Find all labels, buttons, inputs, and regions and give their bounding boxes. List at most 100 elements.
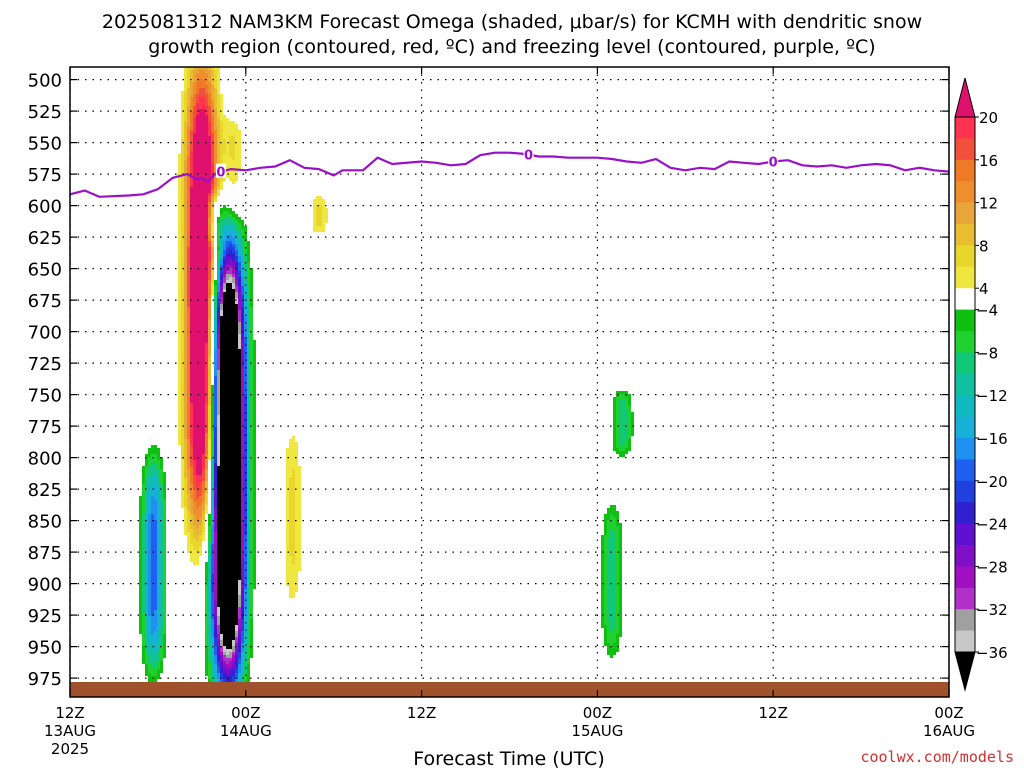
omega-cell	[214, 643, 217, 646]
omega-cell	[214, 589, 217, 592]
omega-cell	[238, 601, 241, 604]
omega-cell	[223, 220, 226, 223]
omega-cell	[199, 436, 202, 439]
omega-cell	[142, 484, 145, 487]
omega-cell	[232, 349, 235, 352]
omega-cell	[208, 562, 211, 565]
omega-cell	[238, 337, 241, 340]
omega-cell	[208, 670, 211, 673]
omega-cell	[151, 475, 154, 478]
omega-cell	[238, 376, 241, 379]
omega-cell	[199, 490, 202, 493]
omega-cell	[238, 559, 241, 562]
omega-cell	[199, 115, 202, 118]
omega-cell	[232, 121, 235, 124]
omega-cell	[202, 217, 205, 220]
omega-cell	[184, 346, 187, 349]
omega-cell	[196, 184, 199, 187]
omega-cell	[232, 415, 235, 418]
omega-cell	[199, 415, 202, 418]
omega-cell	[235, 124, 238, 127]
omega-cell	[232, 262, 235, 265]
omega-cell	[187, 223, 190, 226]
omega-cell	[199, 229, 202, 232]
omega-cell	[184, 337, 187, 340]
omega-cell	[229, 676, 232, 679]
omega-cell	[187, 199, 190, 202]
omega-cell	[208, 100, 211, 103]
omega-cell	[196, 427, 199, 430]
omega-cell	[196, 403, 199, 406]
omega-cell	[184, 250, 187, 253]
omega-cell	[145, 598, 148, 601]
omega-cell	[181, 142, 184, 145]
omega-cell	[139, 550, 142, 553]
omega-cell	[211, 283, 214, 286]
omega-cell	[223, 334, 226, 337]
omega-cell	[187, 550, 190, 553]
omega-cell	[253, 340, 256, 343]
omega-cell	[184, 361, 187, 364]
omega-cell	[157, 604, 160, 607]
omega-cell	[229, 445, 232, 448]
omega-cell	[229, 328, 232, 331]
omega-cell	[244, 484, 247, 487]
omega-cell	[193, 121, 196, 124]
omega-cell	[232, 484, 235, 487]
omega-cell	[154, 460, 157, 463]
omega-cell	[187, 385, 190, 388]
omega-cell	[211, 205, 214, 208]
omega-cell	[202, 526, 205, 529]
omega-cell	[184, 352, 187, 355]
omega-cell	[208, 394, 211, 397]
omega-cell	[196, 457, 199, 460]
omega-cell	[235, 382, 238, 385]
omega-cell	[187, 517, 190, 520]
omega-cell	[139, 520, 142, 523]
omega-cell	[190, 439, 193, 442]
omega-cell	[247, 460, 250, 463]
omega-cell	[157, 673, 160, 676]
omega-cell	[205, 97, 208, 100]
omega-cell	[187, 214, 190, 217]
omega-cell	[220, 241, 223, 244]
omega-cell	[223, 589, 226, 592]
omega-cell	[184, 115, 187, 118]
omega-cell	[241, 358, 244, 361]
omega-cell	[235, 427, 238, 430]
omega-cell	[220, 460, 223, 463]
omega-cell	[250, 439, 253, 442]
omega-cell	[232, 433, 235, 436]
omega-cell	[139, 631, 142, 634]
omega-cell	[199, 256, 202, 259]
omega-cell	[208, 274, 211, 277]
omega-cell	[214, 373, 217, 376]
omega-cell	[211, 553, 214, 556]
omega-cell	[187, 544, 190, 547]
omega-cell	[220, 442, 223, 445]
omega-cell	[145, 544, 148, 547]
omega-cell	[238, 631, 241, 634]
omega-cell	[202, 430, 205, 433]
omega-cell	[145, 526, 148, 529]
omega-cell	[223, 613, 226, 616]
omega-cell	[202, 538, 205, 541]
omega-cell	[205, 118, 208, 121]
omega-cell	[223, 403, 226, 406]
omega-cell	[235, 559, 238, 562]
omega-cell	[253, 568, 256, 571]
omega-cell	[247, 406, 250, 409]
omega-cell	[196, 430, 199, 433]
omega-cell	[202, 274, 205, 277]
omega-cell	[181, 112, 184, 115]
omega-cell	[289, 448, 292, 451]
omega-cell	[184, 364, 187, 367]
omega-cell	[235, 529, 238, 532]
omega-cell	[235, 250, 238, 253]
omega-cell	[211, 664, 214, 667]
omega-cell	[214, 136, 217, 139]
omega-cell	[253, 529, 256, 532]
omega-cell	[289, 529, 292, 532]
omega-cell	[202, 244, 205, 247]
omega-cell	[211, 262, 214, 265]
